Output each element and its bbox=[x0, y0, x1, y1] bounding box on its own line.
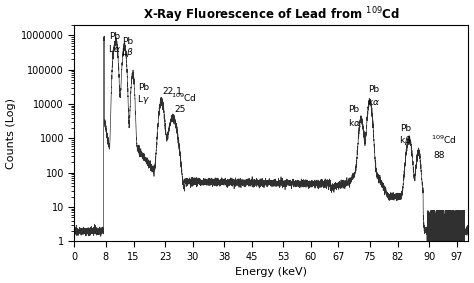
Text: k$\alpha$: k$\alpha$ bbox=[347, 117, 361, 128]
Text: Pb: Pb bbox=[368, 85, 379, 94]
Text: Pb: Pb bbox=[122, 37, 133, 46]
Text: $^{109}$Cd: $^{109}$Cd bbox=[431, 134, 456, 146]
Text: $^{109}$Cd: $^{109}$Cd bbox=[171, 92, 196, 104]
Text: L$\alpha$: L$\alpha$ bbox=[108, 44, 121, 54]
Text: Pb: Pb bbox=[138, 83, 149, 92]
Text: Pb: Pb bbox=[400, 125, 411, 134]
Text: L$\gamma$: L$\gamma$ bbox=[137, 93, 150, 106]
Text: Pb: Pb bbox=[109, 32, 120, 41]
Y-axis label: Counts (Log): Counts (Log) bbox=[6, 98, 16, 169]
X-axis label: Energy (keV): Energy (keV) bbox=[236, 267, 308, 277]
Text: 88: 88 bbox=[433, 151, 445, 160]
Text: L$\beta$: L$\beta$ bbox=[121, 46, 134, 59]
Title: X-Ray Fluorescence of Lead from $^{109}$Cd: X-Ray Fluorescence of Lead from $^{109}$… bbox=[143, 6, 400, 25]
Text: k$\alpha$: k$\alpha$ bbox=[367, 97, 381, 108]
Text: 25: 25 bbox=[174, 106, 185, 115]
Text: k$\beta$: k$\beta$ bbox=[399, 134, 412, 147]
Text: 22.1: 22.1 bbox=[163, 87, 182, 96]
Text: Pb: Pb bbox=[348, 106, 360, 115]
